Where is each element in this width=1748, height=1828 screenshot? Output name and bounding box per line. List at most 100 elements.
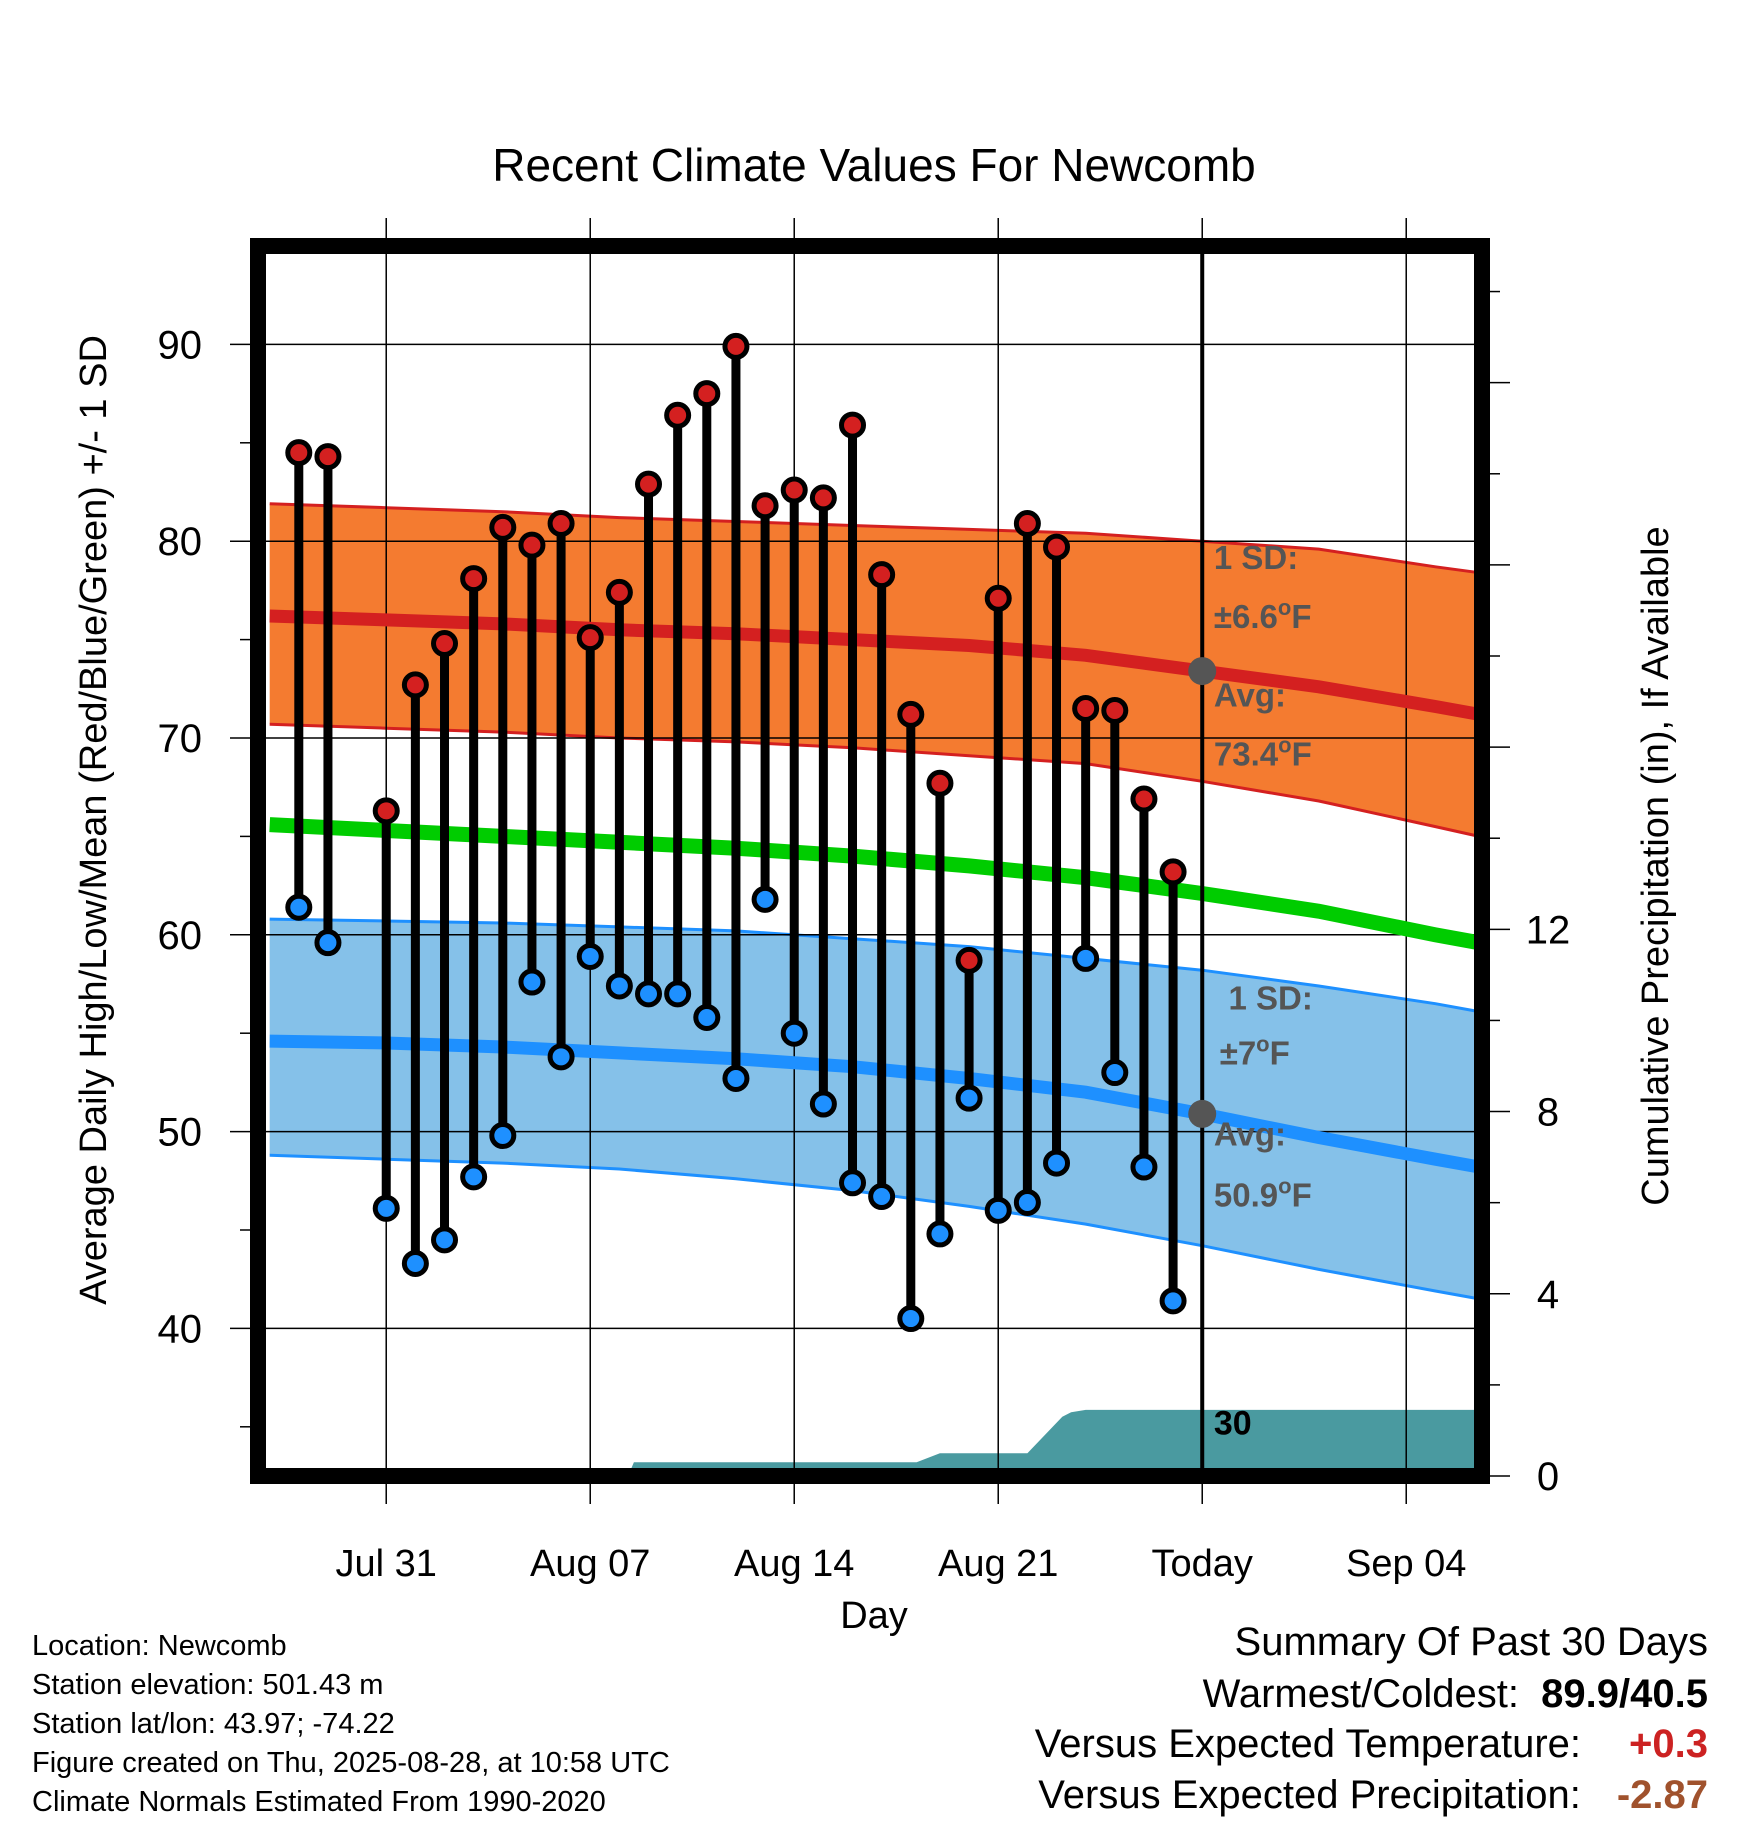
low-sd-value-degree: o <box>1256 1032 1269 1057</box>
low-sd-value-value: ±7 <box>1220 1035 1256 1072</box>
x-tick-label: Jul 31 <box>336 1543 437 1585</box>
low-sd-value-unit: F <box>1270 1035 1290 1072</box>
chart-title: Recent Climate Values For Newcomb <box>492 139 1256 191</box>
daily-low-point <box>751 885 779 913</box>
daily-low-point <box>984 1196 1012 1224</box>
temp-label: Versus Expected Temperature: <box>1034 1722 1582 1766</box>
daily-high-point <box>576 624 604 652</box>
daily-high-point <box>839 411 867 439</box>
summary-temp: Versus Expected Temperature: +0.3 <box>1035 1722 1708 1767</box>
daily-high-point <box>518 531 546 559</box>
daily-high-point <box>955 946 983 974</box>
daily-low-point <box>809 1090 837 1118</box>
precip-value: -2.87 <box>1616 1773 1708 1817</box>
daily-high-point <box>547 509 575 537</box>
high-avg-value: 73.4oF <box>1214 733 1312 773</box>
y-tick-label: 60 <box>158 914 203 958</box>
daily-low-point <box>285 893 313 921</box>
temp-value: +0.3 <box>1629 1722 1708 1766</box>
high-today-marker <box>1188 657 1217 686</box>
daily-high-point <box>1159 858 1187 886</box>
daily-low-point <box>926 1220 954 1248</box>
warm-cold-value: 89.9/40.5 <box>1541 1672 1708 1716</box>
daily-high-point <box>1043 533 1071 561</box>
daily-low-point <box>1130 1153 1158 1181</box>
daily-low-point <box>431 1226 459 1254</box>
summary-title: Summary Of Past 30 Days <box>1234 1620 1708 1664</box>
daily-low-point <box>547 1043 575 1071</box>
daily-high-point <box>809 484 837 512</box>
daily-low-point <box>1101 1059 1129 1087</box>
daily-low-point <box>460 1163 488 1191</box>
low-avg-value: 50.9oF <box>1214 1173 1312 1213</box>
warm-cold-label: Warmest/Coldest: <box>1202 1672 1519 1716</box>
daily-high-point <box>1072 694 1100 722</box>
daily-low-point <box>693 1003 721 1031</box>
daily-low-point <box>955 1084 983 1112</box>
y-tick-label: 70 <box>158 717 203 761</box>
daily-high-point <box>489 513 517 541</box>
daily-low-point <box>605 972 633 1000</box>
daily-high-point <box>926 769 954 797</box>
high-sd-value-value: ±6.6 <box>1214 598 1278 635</box>
high-sd-value: ±6.6oF <box>1214 595 1312 635</box>
daily-low-point <box>314 929 342 957</box>
daily-high-point <box>897 700 925 728</box>
y2-tick-label: 8 <box>1537 1091 1559 1135</box>
daily-high-point <box>401 671 429 699</box>
summary-precip: Versus Expected Precipitation: -2.87 <box>1038 1773 1708 1818</box>
daily-low-point <box>401 1249 429 1277</box>
x-tick-label: Aug 21 <box>938 1543 1058 1585</box>
daily-low-point <box>1043 1149 1071 1177</box>
high-avg-value-degree: o <box>1278 733 1291 758</box>
high-sd-value-degree: o <box>1278 595 1291 620</box>
daily-high-point <box>664 401 692 429</box>
daily-low-point <box>664 980 692 1008</box>
daily-high-point <box>314 443 342 471</box>
x-axis-label: Day <box>840 1595 908 1637</box>
summary-warm-cold: Warmest/Coldest: 89.9/40.5 <box>1203 1672 1708 1717</box>
y2-tick-label: 12 <box>1526 908 1571 952</box>
daily-low-point <box>722 1064 750 1092</box>
y2-tick-label: 4 <box>1537 1273 1559 1317</box>
x-tick-label: Aug 07 <box>530 1543 650 1585</box>
high-sd-label-value: 1 SD: <box>1214 539 1298 576</box>
daily-low-point <box>868 1183 896 1211</box>
daily-low-point <box>635 980 663 1008</box>
high-sd-band <box>269 503 1480 837</box>
low-sd-label-value: 1 SD: <box>1228 980 1312 1017</box>
daily-high-point <box>1101 696 1129 724</box>
elevation-text: Station elevation: 501.43 m <box>32 1669 384 1701</box>
low-today-marker <box>1188 1099 1217 1128</box>
daily-high-point <box>285 439 313 467</box>
x-tick-label: Aug 14 <box>734 1543 854 1585</box>
high-normal-line <box>269 609 1481 721</box>
low-sd-label: 1 SD: <box>1228 980 1312 1017</box>
created-text: Figure created on Thu, 2025-08-28, at 10… <box>32 1747 670 1779</box>
y2-tick-label: 0 <box>1537 1455 1559 1499</box>
y-tick-label: 40 <box>158 1307 203 1351</box>
daily-low-point <box>839 1169 867 1197</box>
y-tick-label: 50 <box>158 1111 203 1155</box>
daily-low-point <box>1013 1188 1041 1216</box>
y-tick-label: 90 <box>158 323 203 367</box>
low-sd-value: ±7oF <box>1220 1032 1290 1072</box>
daily-high-point <box>635 470 663 498</box>
location-text: Location: Newcomb <box>32 1630 287 1662</box>
y-axis-label: Average Daily High/Low/Mean (Red/Blue/Gr… <box>73 335 115 1305</box>
precip-area <box>269 1409 1482 1476</box>
daily-low-point <box>1159 1287 1187 1315</box>
window-count-label: 30 <box>1214 1405 1252 1443</box>
daily-low-point <box>576 942 604 970</box>
low-avg-value-value: 50.9 <box>1214 1176 1278 1213</box>
daily-high-point <box>751 492 779 520</box>
plot-frame <box>250 238 1490 1484</box>
low-avg-value-unit: F <box>1292 1176 1312 1213</box>
normals-text: Climate Normals Estimated From 1990-2020 <box>32 1786 606 1818</box>
y2-axis-label: Cumulative Precipitation (in), If Availa… <box>1635 526 1677 1205</box>
daily-high-point <box>780 476 808 504</box>
high-sd-value-unit: F <box>1291 598 1311 635</box>
